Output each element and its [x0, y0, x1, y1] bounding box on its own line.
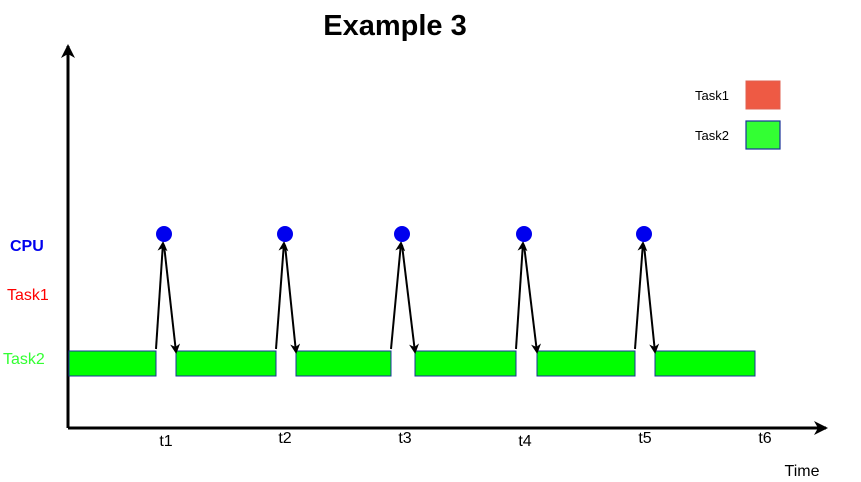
tick-label: t1	[159, 433, 172, 450]
switch-up-arrow	[515, 241, 528, 350]
task2-bar	[536, 350, 636, 377]
diagram-title: Example 3	[323, 10, 466, 42]
switch-up-arrow	[390, 241, 406, 350]
switch-down-arrow	[523, 244, 541, 354]
legend-swatch-task1	[745, 80, 781, 110]
tick-label: t2	[278, 430, 291, 447]
legend-label-task1: Task1	[695, 88, 729, 103]
tick-label: t4	[518, 433, 531, 450]
cpu-dot	[156, 226, 172, 242]
legend-swatch-task2	[745, 120, 781, 150]
switch-down-arrow	[163, 244, 181, 354]
legend-label-task2: Task2	[695, 128, 729, 143]
legend: Task1 Task2	[695, 80, 781, 150]
tick-label: t5	[638, 430, 651, 447]
task2-bar	[175, 350, 277, 377]
cpu-dot	[394, 226, 410, 242]
cpu-dot	[277, 226, 293, 242]
switch-down-arrow	[643, 244, 660, 354]
tick-label: t3	[398, 430, 411, 447]
switch-down-arrow	[284, 244, 301, 354]
row-label-cpu: CPU	[10, 238, 44, 255]
switch-up-arrow	[275, 241, 289, 350]
cpu-dot	[516, 226, 532, 242]
cpu-dot	[636, 226, 652, 242]
task2-bar	[654, 350, 756, 377]
task2-bar	[414, 350, 517, 377]
x-axis-label: Time	[785, 463, 820, 480]
task2-bar	[295, 350, 392, 377]
task2-bar	[68, 350, 157, 377]
row-label-task2: Task2	[3, 351, 45, 368]
switch-up-arrow	[155, 241, 168, 350]
row-label-task1: Task1	[7, 287, 49, 304]
switch-down-arrow	[401, 244, 419, 354]
tick-label: t6	[758, 430, 771, 447]
context-switch-arrows	[155, 241, 660, 354]
switch-up-arrow	[634, 241, 648, 350]
